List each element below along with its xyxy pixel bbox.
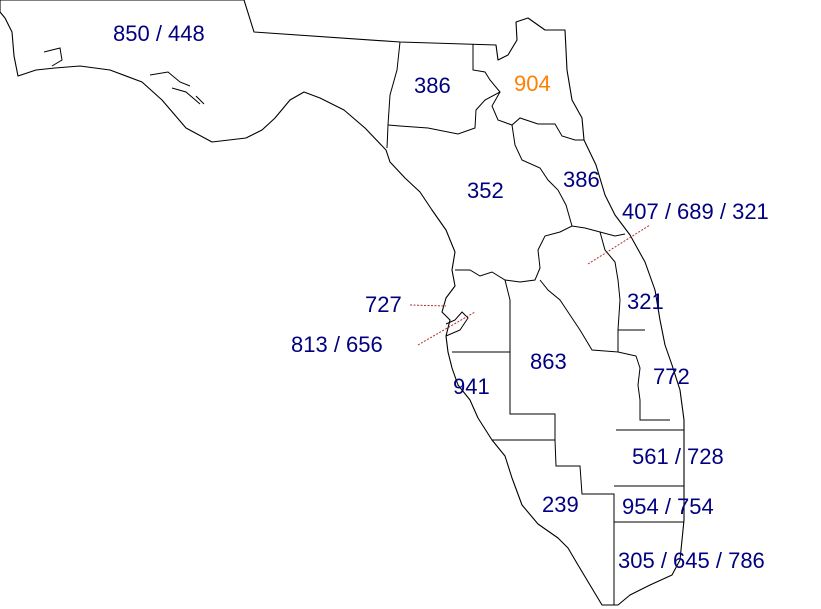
boundary-850-386 xyxy=(386,41,401,149)
label-352: 352 xyxy=(467,178,504,203)
boundary-863-west xyxy=(504,279,615,605)
boundary-386-904 xyxy=(387,44,501,135)
label-727: 727 xyxy=(365,292,402,317)
leader-407 xyxy=(587,224,651,265)
boundary-tampa-bay xyxy=(445,311,469,337)
label-305: 305 / 645 / 786 xyxy=(618,548,765,573)
florida-outline xyxy=(0,0,685,606)
label-954: 954 / 754 xyxy=(622,494,714,519)
boundary-904-south xyxy=(491,91,584,141)
panhandle-bay-islands xyxy=(43,47,205,105)
label-561: 561 / 728 xyxy=(632,444,724,469)
label-407: 407 / 689 / 321 xyxy=(622,199,769,224)
label-813: 813 / 656 xyxy=(291,332,383,357)
label-904: 904 xyxy=(514,71,551,96)
leader-813 xyxy=(417,311,476,346)
label-239: 239 xyxy=(542,492,579,517)
label-941: 941 xyxy=(453,374,490,399)
leader-727 xyxy=(409,304,447,307)
label-772: 772 xyxy=(653,364,690,389)
boundary-352-south xyxy=(455,225,626,283)
boundary-863-east xyxy=(539,279,619,353)
boundary-352-386east xyxy=(511,124,573,227)
boundary-772 xyxy=(617,351,670,421)
label-386-east: 386 xyxy=(563,167,600,192)
label-386-north: 386 xyxy=(414,73,451,98)
label-863: 863 xyxy=(530,349,567,374)
label-850: 850 / 448 xyxy=(113,21,205,46)
label-321: 321 xyxy=(627,289,664,314)
